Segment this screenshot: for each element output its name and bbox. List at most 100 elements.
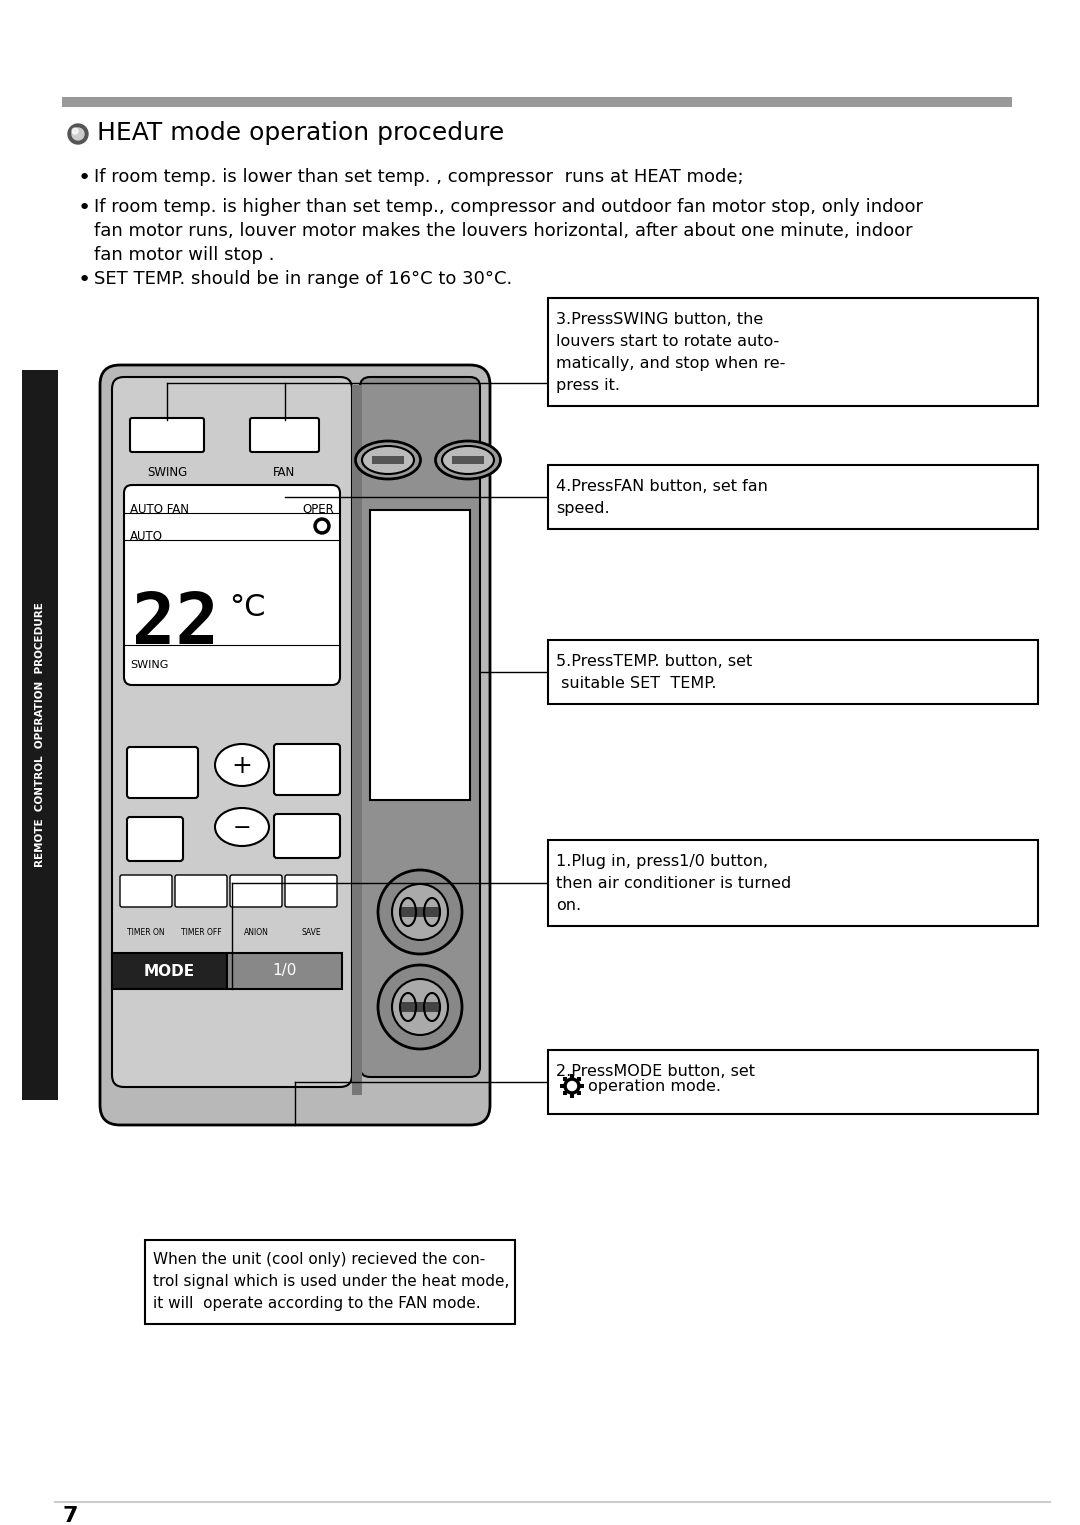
FancyBboxPatch shape (274, 814, 340, 859)
Text: fan motor will stop .: fan motor will stop . (94, 246, 274, 264)
FancyBboxPatch shape (230, 875, 282, 907)
Bar (548, 465, 1038, 529)
Circle shape (72, 128, 78, 134)
Text: If room temp. is lower than set temp. , compressor  runs at HEAT mode;: If room temp. is lower than set temp. , … (94, 168, 744, 186)
Text: 7: 7 (62, 1507, 78, 1525)
Text: TIMER OFF: TIMER OFF (180, 929, 221, 936)
Bar (548, 297, 1038, 406)
Circle shape (378, 869, 462, 955)
Bar (372, 456, 404, 464)
Bar (563, 1090, 567, 1095)
Text: trol signal which is used under the heat mode,: trol signal which is used under the heat… (153, 1273, 510, 1289)
Text: then air conditioner is turned: then air conditioner is turned (556, 875, 792, 891)
Text: suitable SET  TEMP.: suitable SET TEMP. (556, 676, 716, 691)
Bar (145, 1240, 515, 1324)
Circle shape (567, 1081, 577, 1090)
Text: SWING: SWING (147, 467, 187, 479)
Text: ANION: ANION (244, 929, 269, 936)
Text: HEAT mode operation procedure: HEAT mode operation procedure (97, 120, 504, 145)
FancyBboxPatch shape (127, 747, 198, 798)
Bar (548, 1051, 1038, 1113)
Bar (453, 456, 484, 464)
FancyBboxPatch shape (124, 485, 340, 685)
Text: operation mode.: operation mode. (588, 1078, 721, 1093)
Text: HUMID: HUMID (288, 869, 326, 878)
Text: FAN: FAN (273, 467, 296, 479)
Text: LIGHT: LIGHT (138, 872, 172, 881)
Bar (548, 640, 1038, 705)
FancyBboxPatch shape (130, 418, 204, 451)
Bar (370, 509, 470, 801)
FancyBboxPatch shape (274, 744, 340, 795)
Text: MODE: MODE (144, 964, 194, 979)
Text: matically, and stop when re-: matically, and stop when re- (556, 355, 785, 371)
Text: fan motor runs, louver motor makes the louvers horizontal, after about one minut: fan motor runs, louver motor makes the l… (94, 223, 913, 239)
Text: it will  operate according to the FAN mode.: it will operate according to the FAN mod… (153, 1296, 481, 1312)
Text: 1.Plug in, press1/0 button,: 1.Plug in, press1/0 button, (556, 854, 768, 869)
Ellipse shape (215, 744, 269, 785)
Text: •: • (78, 270, 91, 290)
Text: SLEEP: SLEEP (146, 808, 179, 819)
Bar (561, 1084, 564, 1087)
Text: °C: °C (229, 593, 266, 622)
Ellipse shape (362, 445, 414, 474)
Text: AIR: AIR (298, 807, 316, 816)
Text: +: + (231, 753, 253, 778)
Text: 4.PressFAN button, set fan: 4.PressFAN button, set fan (556, 479, 768, 494)
Bar (570, 1093, 573, 1098)
Circle shape (392, 979, 448, 1035)
Bar (112, 953, 227, 990)
Text: 2.PressMODE button, set: 2.PressMODE button, set (556, 1064, 755, 1080)
Text: REMOTE  CONTROL  OPERATION  PROCEDURE: REMOTE CONTROL OPERATION PROCEDURE (35, 602, 45, 868)
Bar (570, 1074, 573, 1078)
Text: press it.: press it. (556, 378, 620, 393)
Bar (227, 953, 342, 990)
Text: on.: on. (556, 898, 581, 913)
FancyBboxPatch shape (249, 418, 319, 451)
FancyBboxPatch shape (112, 377, 352, 1087)
Text: When the unit (cool only) recieved the con-: When the unit (cool only) recieved the c… (153, 1252, 485, 1267)
Ellipse shape (215, 808, 269, 846)
Text: SAVE: SAVE (301, 929, 321, 936)
Text: If room temp. is higher than set temp., compressor and outdoor fan motor stop, o: If room temp. is higher than set temp., … (94, 198, 923, 217)
Circle shape (72, 128, 84, 140)
Bar (62, 98, 1012, 107)
Text: •: • (78, 168, 91, 188)
Circle shape (68, 124, 87, 143)
Bar (352, 384, 362, 1095)
FancyBboxPatch shape (100, 364, 490, 1125)
FancyBboxPatch shape (120, 875, 172, 907)
Text: OPER: OPER (302, 503, 334, 515)
Text: louvers start to rotate auto-: louvers start to rotate auto- (556, 334, 780, 349)
Bar (580, 1084, 584, 1087)
FancyBboxPatch shape (360, 377, 480, 1077)
Text: SET TEMP. should be in range of 16°C to 30°C.: SET TEMP. should be in range of 16°C to … (94, 270, 512, 288)
Text: AUTO FAN: AUTO FAN (130, 503, 189, 515)
Text: 5.PressTEMP. button, set: 5.PressTEMP. button, set (556, 654, 753, 669)
Circle shape (392, 884, 448, 939)
Text: SWING: SWING (130, 660, 168, 669)
Bar (563, 1077, 567, 1081)
Text: 3.PressSWING button, the: 3.PressSWING button, the (556, 313, 764, 326)
FancyBboxPatch shape (285, 875, 337, 907)
Circle shape (314, 518, 330, 534)
FancyBboxPatch shape (127, 817, 183, 862)
Circle shape (378, 965, 462, 1049)
Text: TIMER ON: TIMER ON (127, 929, 165, 936)
Text: speed.: speed. (556, 502, 609, 515)
Circle shape (318, 522, 326, 531)
Text: AUTO: AUTO (130, 531, 163, 543)
Bar (22, 371, 58, 1100)
Bar (400, 907, 440, 917)
Ellipse shape (442, 445, 494, 474)
Bar (577, 1090, 581, 1095)
Text: −: − (232, 817, 252, 839)
Bar (548, 840, 1038, 926)
Text: •: • (78, 198, 91, 218)
Ellipse shape (355, 441, 420, 479)
Circle shape (564, 1078, 580, 1093)
Text: 22: 22 (132, 590, 219, 659)
Text: 1/0: 1/0 (272, 964, 296, 979)
Ellipse shape (435, 441, 500, 479)
Bar (400, 1002, 440, 1013)
